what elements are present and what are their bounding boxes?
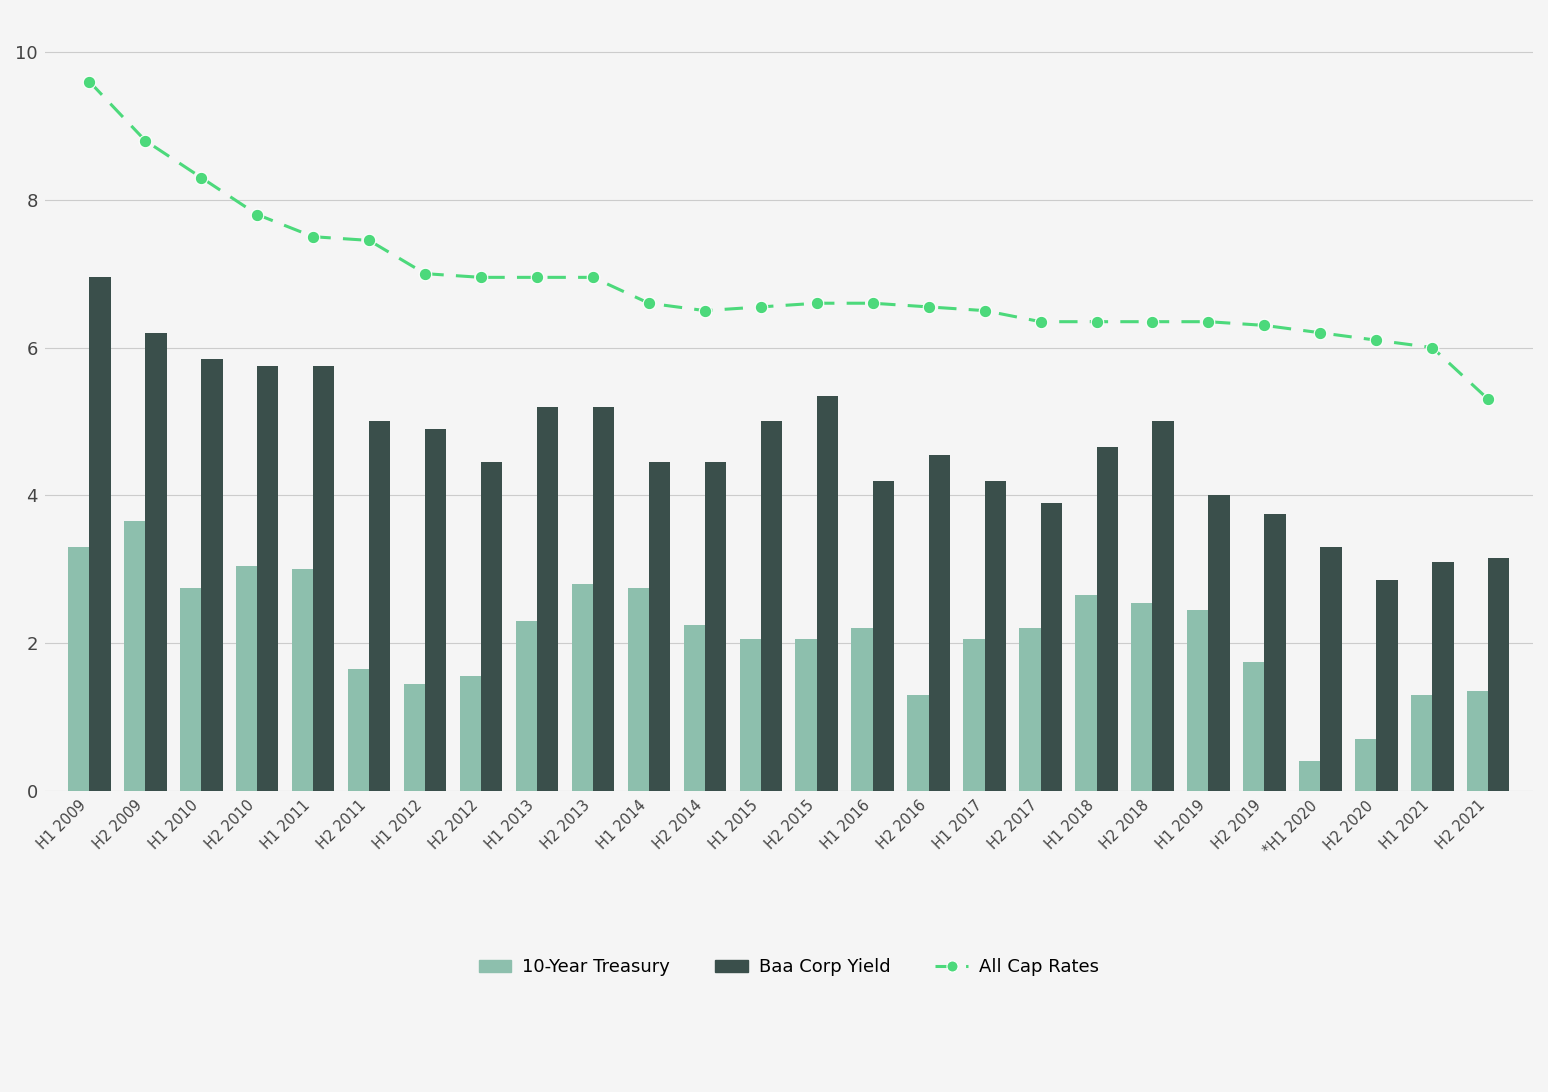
Bar: [1432, 562, 1454, 791]
Bar: [404, 684, 426, 791]
Bar: [124, 521, 146, 791]
Bar: [293, 569, 313, 791]
Bar: [180, 587, 201, 791]
Bar: [963, 640, 985, 791]
Bar: [1096, 448, 1118, 791]
Bar: [1153, 422, 1173, 791]
Bar: [985, 480, 1006, 791]
Bar: [760, 422, 782, 791]
Bar: [68, 547, 90, 791]
Bar: [313, 366, 334, 791]
Bar: [1376, 580, 1398, 791]
Bar: [929, 454, 950, 791]
Bar: [1468, 691, 1488, 791]
Bar: [1209, 496, 1229, 791]
Bar: [740, 640, 760, 791]
Bar: [1488, 558, 1509, 791]
Bar: [90, 277, 110, 791]
Bar: [368, 422, 390, 791]
Bar: [649, 462, 670, 791]
Legend: 10-Year Treasury, Baa Corp Yield, All Cap Rates: 10-Year Treasury, Baa Corp Yield, All Ca…: [472, 951, 1105, 984]
Bar: [1320, 547, 1342, 791]
Bar: [426, 429, 446, 791]
Bar: [537, 406, 559, 791]
Bar: [593, 406, 615, 791]
Bar: [460, 676, 481, 791]
Bar: [1243, 662, 1265, 791]
Bar: [817, 395, 837, 791]
Bar: [704, 462, 726, 791]
Bar: [481, 462, 502, 791]
Bar: [1354, 739, 1376, 791]
Bar: [1019, 628, 1040, 791]
Bar: [1076, 595, 1096, 791]
Bar: [257, 366, 279, 791]
Bar: [201, 358, 223, 791]
Bar: [873, 480, 895, 791]
Bar: [235, 566, 257, 791]
Bar: [1187, 610, 1209, 791]
Bar: [796, 640, 817, 791]
Bar: [1265, 514, 1286, 791]
Bar: [1299, 761, 1320, 791]
Bar: [627, 587, 649, 791]
Bar: [348, 669, 368, 791]
Bar: [684, 625, 704, 791]
Bar: [571, 584, 593, 791]
Bar: [515, 621, 537, 791]
Bar: [907, 695, 929, 791]
Bar: [146, 333, 167, 791]
Bar: [851, 628, 873, 791]
Bar: [1040, 502, 1062, 791]
Bar: [1412, 695, 1432, 791]
Bar: [1132, 603, 1153, 791]
